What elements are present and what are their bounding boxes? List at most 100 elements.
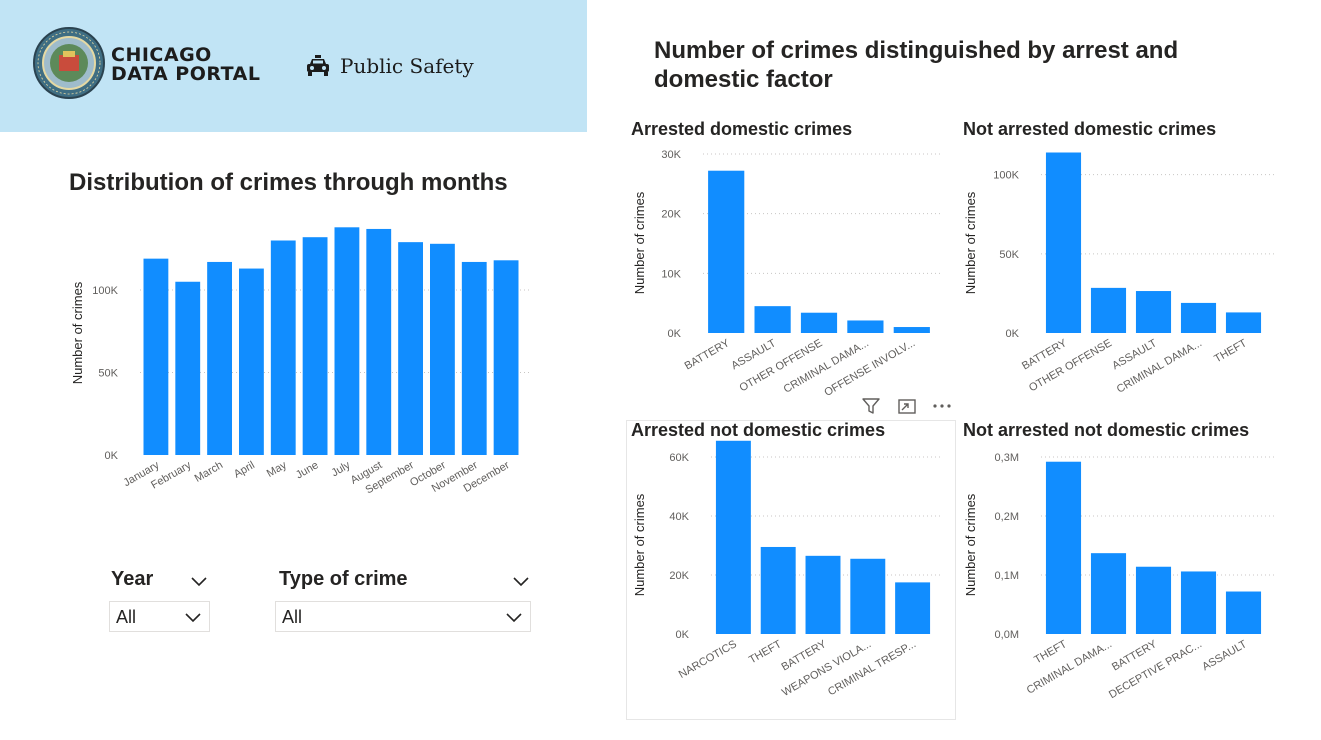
- chevron-down-icon[interactable]: [190, 575, 208, 587]
- x-tick-label: ASSAULT: [1200, 638, 1249, 673]
- header-banner: CHICAGO DATA PORTAL Public Safety: [0, 0, 587, 132]
- chicago-seal-icon: [33, 27, 105, 99]
- bar: [175, 281, 201, 455]
- bar: [805, 555, 841, 634]
- logo-line-1: CHICAGO: [111, 44, 212, 66]
- y-axis-label: Number of crimes: [963, 191, 978, 294]
- bar: [398, 242, 423, 455]
- section-title-line-2: domestic factor: [654, 66, 833, 93]
- more-options-icon[interactable]: [931, 396, 953, 416]
- x-tick-label: THEFT: [1032, 638, 1069, 666]
- y-tick-label: 0K: [1006, 328, 1020, 340]
- bar: [143, 258, 169, 455]
- y-axis-label: Number of crimes: [632, 191, 647, 294]
- not-arrested-domestic-title: Not arrested domestic crimes: [963, 119, 1217, 139]
- bar: [1090, 287, 1127, 333]
- bar: [1180, 571, 1217, 634]
- y-axis-label: Number of crimes: [963, 493, 978, 596]
- bar: [1135, 291, 1172, 333]
- x-tick-label: CRIMINAL DAMA...: [1115, 337, 1204, 395]
- bar: [1135, 566, 1172, 634]
- bar: [302, 237, 328, 455]
- section-label: Public Safety: [306, 54, 474, 78]
- year-slicer-title: Year: [111, 568, 154, 590]
- bar: [430, 243, 455, 455]
- chevron-down-icon: [506, 613, 522, 623]
- bar: [715, 440, 751, 634]
- bar: [895, 582, 931, 634]
- focus-mode-icon[interactable]: [897, 396, 917, 416]
- x-tick-label: THEFT: [747, 638, 784, 666]
- filter-icon[interactable]: [861, 396, 881, 416]
- bar: [239, 268, 264, 455]
- bar: [1225, 312, 1262, 333]
- bar: [760, 546, 796, 634]
- y-tick-label: 0K: [105, 450, 119, 462]
- crime-type-slicer-title: Type of crime: [279, 568, 408, 590]
- bar: [270, 240, 296, 455]
- bar: [800, 312, 838, 333]
- y-tick-label: 0K: [676, 629, 690, 641]
- chart-not-arrested-not-domestic: 0,0M 0,1M 0,2M 0,3M Number of crimes THEFTCRI…: [963, 452, 1274, 701]
- y-tick-label: 0,0M: [995, 629, 1019, 641]
- bar: [754, 306, 791, 333]
- arrest-domestic-section-title: Number of crimes distinguished by arrest…: [654, 36, 1178, 94]
- bar: [708, 170, 745, 333]
- crime-type-dropdown[interactable]: All: [275, 601, 531, 632]
- bar: [1225, 591, 1262, 634]
- y-tick-label: 100K: [92, 285, 118, 297]
- y-tick-label: 100K: [993, 170, 1019, 182]
- x-tick-label: May: [265, 459, 289, 480]
- bar: [850, 558, 886, 634]
- bar: [207, 261, 232, 455]
- bar: [461, 261, 487, 455]
- y-tick-label: 40K: [669, 511, 689, 523]
- bar: [366, 228, 392, 455]
- arrested-domestic-title: Arrested domestic crimes: [631, 119, 853, 139]
- bar: [334, 227, 360, 455]
- y-tick-label: 20K: [661, 209, 681, 221]
- year-dropdown-value: All: [116, 607, 137, 627]
- arrested-not-domestic-title: Arrested not domestic crimes: [631, 420, 886, 440]
- x-tick-label: THEFT: [1212, 337, 1249, 365]
- y-tick-label: 0,1M: [995, 570, 1019, 582]
- y-tick-label: 20K: [669, 570, 689, 582]
- data-portal-logo[interactable]: CHICAGO DATA PORTAL: [111, 46, 260, 84]
- bar: [1045, 461, 1082, 634]
- months-chart-title: Distribution of crimes through months: [69, 169, 508, 196]
- x-tick-label: CRIMINAL DAMA...: [1025, 638, 1114, 696]
- bar: [493, 260, 519, 455]
- bar: [847, 320, 884, 333]
- logo-line-2: DATA PORTAL: [111, 63, 261, 85]
- bar: [1090, 553, 1127, 634]
- y-tick-label: 60K: [669, 452, 689, 464]
- not-arrested-not-domestic-title: Not arrested not domestic crimes: [963, 420, 1250, 440]
- x-tick-label: April: [232, 459, 257, 480]
- bar: [1045, 152, 1082, 333]
- y-tick-label: 30K: [661, 149, 681, 161]
- year-dropdown[interactable]: All: [109, 601, 210, 632]
- bar: [893, 327, 930, 333]
- x-tick-label: June: [294, 459, 321, 481]
- y-tick-label: 0,2M: [995, 511, 1019, 523]
- chart-arrested-not-domestic: 0K 20K 40K 60K Number of crimes NARCOTICS THEF…: [632, 440, 943, 699]
- x-tick-label: BATTERY: [683, 337, 733, 373]
- x-tick-label: OTHER OFFENSE: [1027, 337, 1114, 394]
- chevron-down-icon: [185, 613, 201, 623]
- y-tick-label: 10K: [661, 268, 681, 280]
- police-car-icon: [307, 55, 329, 76]
- selected-visual-border: [626, 420, 956, 720]
- x-tick-label: March: [193, 459, 225, 485]
- section-title-line-1: Number of crimes distinguished by arrest…: [654, 37, 1179, 64]
- y-tick-label: 50K: [98, 368, 118, 380]
- crime-type-dropdown-value: All: [282, 607, 303, 627]
- y-axis-label: Number of crimes: [632, 493, 647, 596]
- y-tick-label: 0K: [668, 328, 682, 340]
- x-tick-label: NARCOTICS: [677, 638, 739, 681]
- chevron-down-icon[interactable]: [512, 575, 530, 587]
- bar: [1180, 302, 1217, 333]
